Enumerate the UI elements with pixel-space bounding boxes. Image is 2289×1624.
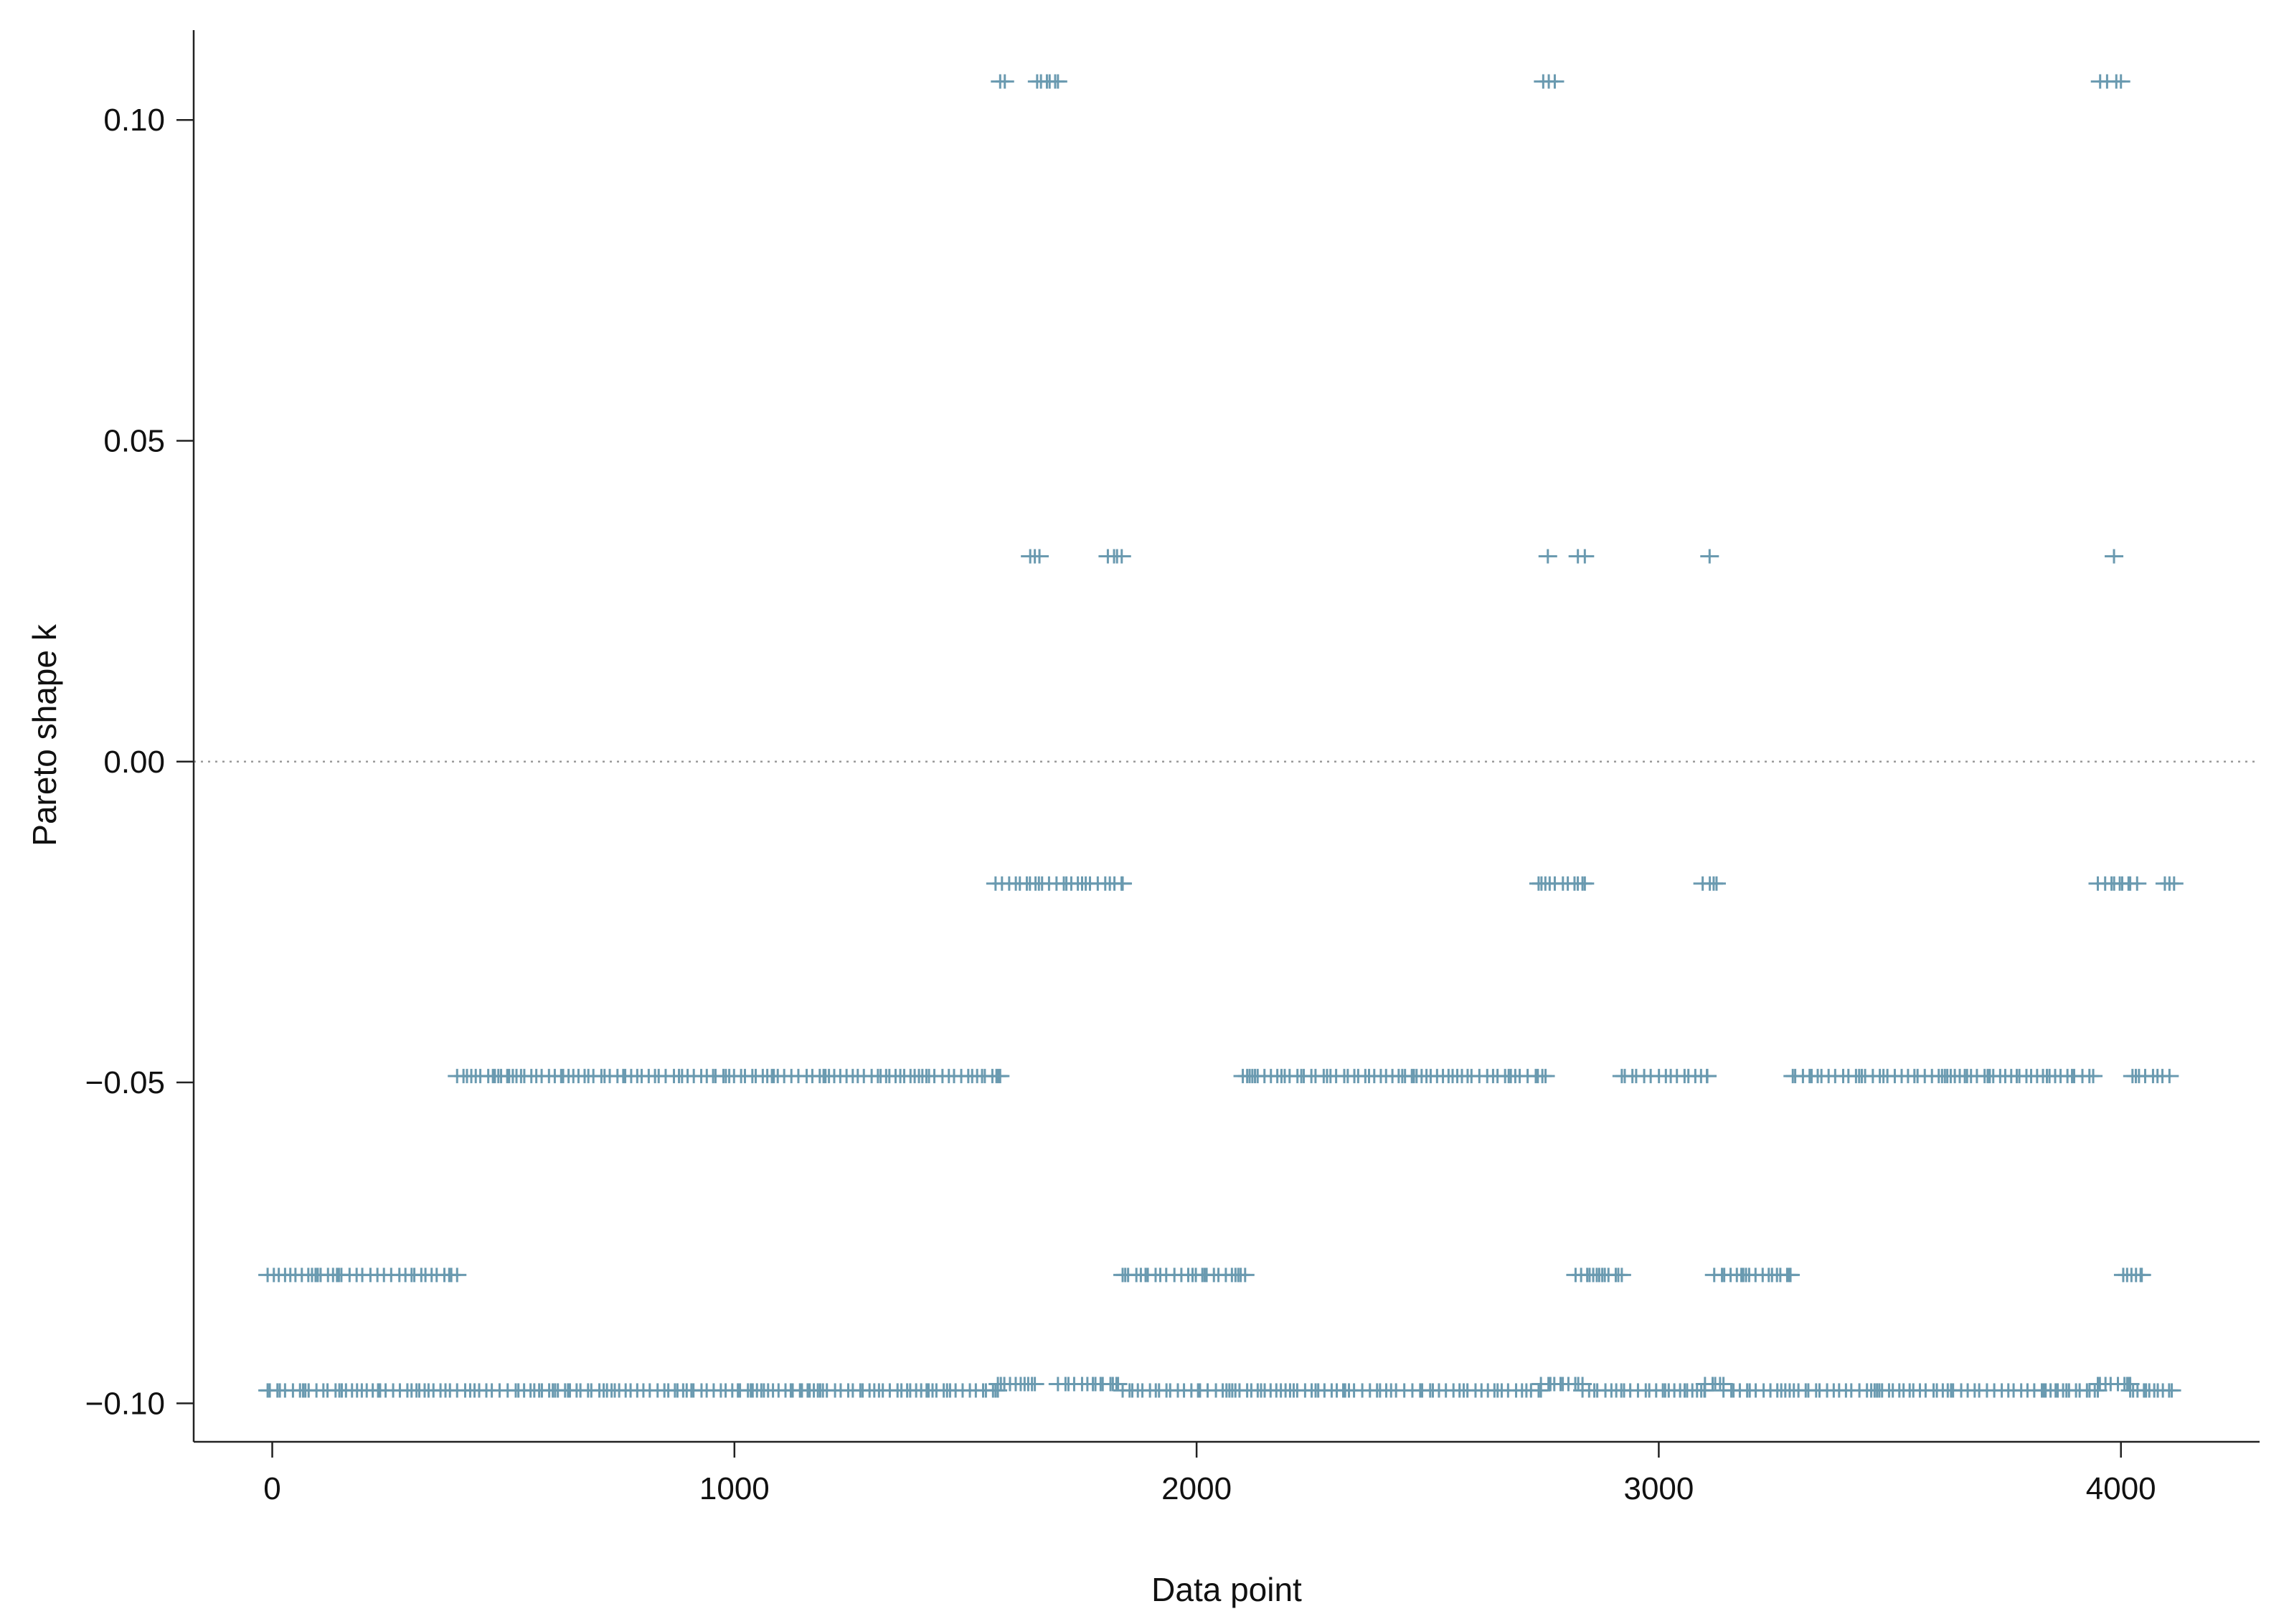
data-point	[1112, 549, 1131, 564]
data-point	[2164, 876, 2184, 891]
data-point	[991, 1069, 1010, 1084]
data-point	[2162, 1383, 2181, 1398]
axes-layer	[192, 30, 2260, 1443]
x-tick-label: 4000	[2086, 1471, 2156, 1506]
data-point	[1030, 549, 1049, 564]
y-tick-label: 0.10	[103, 103, 165, 138]
data-point	[448, 1267, 467, 1283]
y-tick-label: −0.10	[85, 1386, 165, 1421]
x-ticks: 0 1000 2000 3000 4000	[263, 1442, 2156, 1506]
y-tick-label: 0.05	[103, 424, 165, 459]
data-point	[1575, 549, 1595, 564]
data-point	[1113, 876, 1133, 891]
points-layer	[258, 74, 2184, 1398]
data-point	[2105, 549, 2124, 564]
data-point	[1575, 876, 1595, 891]
data-point	[995, 74, 1014, 89]
data-point	[2120, 1377, 2140, 1392]
data-point	[2084, 1069, 2103, 1084]
data-point	[1108, 1377, 1128, 1392]
data-point	[1698, 1069, 1717, 1084]
x-tick-label: 3000	[1623, 1471, 1694, 1506]
data-point	[1538, 549, 1557, 564]
y-tick-label: −0.05	[85, 1065, 165, 1100]
data-point	[1235, 1267, 1255, 1283]
data-point	[2160, 1069, 2179, 1084]
data-point	[1545, 74, 1564, 89]
data-point	[1707, 876, 1726, 891]
data-point	[1612, 1267, 1631, 1283]
x-axis-title: Data point	[1151, 1571, 1302, 1608]
x-tick-label: 0	[263, 1471, 280, 1506]
data-point	[1573, 1377, 1592, 1392]
data-point	[1025, 1377, 1044, 1392]
data-point	[1781, 1267, 1800, 1283]
data-point	[1536, 1069, 1555, 1084]
data-point	[2128, 876, 2147, 891]
y-tick-label: 0.00	[103, 745, 165, 780]
x-tick-label: 1000	[699, 1471, 770, 1506]
data-point	[1040, 74, 1059, 89]
x-tick-label: 2000	[1161, 1471, 1232, 1506]
data-point	[2132, 1267, 2151, 1283]
y-axis-title: Pareto shape k	[26, 623, 63, 846]
data-point	[1714, 1377, 1733, 1392]
data-point	[1700, 549, 1719, 564]
y-ticks: 0.10 0.05 0.00 −0.05 −0.10	[85, 103, 194, 1421]
data-point	[2111, 74, 2130, 89]
